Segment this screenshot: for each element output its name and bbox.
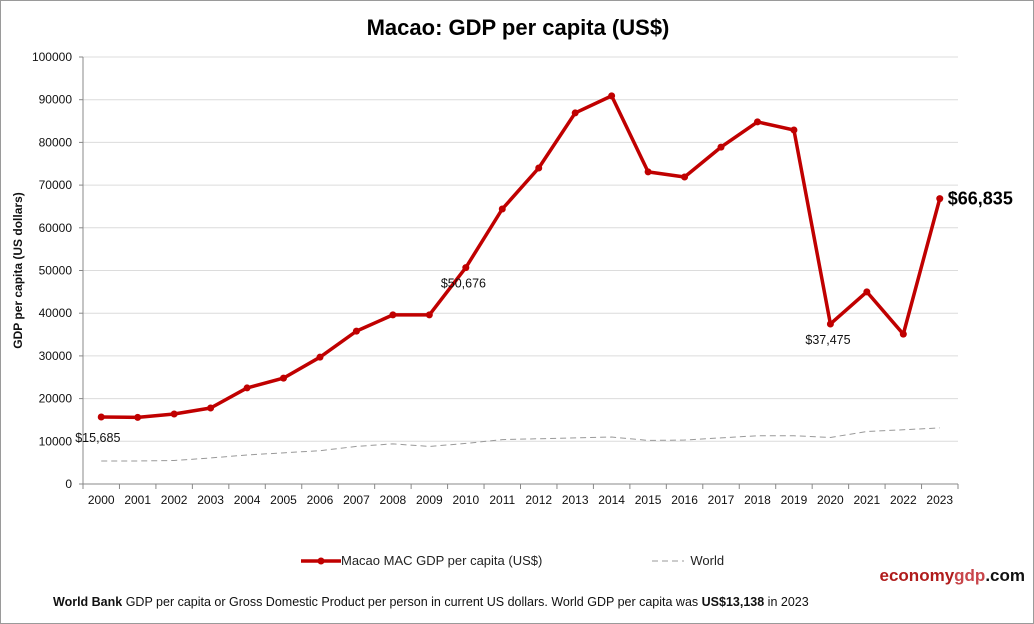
x-tick-label: 2005 — [270, 493, 297, 507]
legend-macao-label: Macao MAC GDP per capita (US$) — [341, 553, 543, 568]
footer-source: World Bank — [53, 595, 123, 609]
y-tick-label: 60000 — [39, 221, 73, 235]
y-axis-label: GDP per capita (US dollars) — [11, 192, 25, 349]
y-tick-label: 10000 — [39, 434, 73, 448]
data-point-macao — [352, 327, 360, 335]
data-label: $50,676 — [441, 277, 486, 291]
data-point-macao — [571, 109, 579, 117]
y-tick-label: 100000 — [32, 50, 72, 64]
x-tick-label: 2008 — [380, 493, 407, 507]
x-tick-label: 2013 — [562, 493, 589, 507]
x-tick-label: 2004 — [234, 493, 261, 507]
x-tick-label: 2023 — [926, 493, 953, 507]
legend: Macao MAC GDP per capita (US$) World — [301, 553, 834, 568]
data-point-macao — [644, 168, 652, 176]
y-tick-label: 70000 — [39, 178, 73, 192]
x-tick-label: 2009 — [416, 493, 443, 507]
x-tick-label: 2012 — [525, 493, 552, 507]
x-tick-label: 2003 — [197, 493, 224, 507]
x-tick-label: 2022 — [890, 493, 917, 507]
data-point-macao — [899, 330, 907, 338]
y-tick-label: 40000 — [39, 306, 73, 320]
data-point-macao — [243, 384, 251, 392]
data-point-macao — [608, 92, 616, 100]
x-tick-label: 2021 — [854, 493, 881, 507]
data-label: $66,835 — [948, 189, 1013, 209]
data-point-macao — [826, 320, 834, 328]
footer-note: World Bank GDP per capita or Gross Domes… — [53, 595, 809, 609]
data-point-macao — [790, 126, 798, 134]
x-tick-label: 2002 — [161, 493, 188, 507]
y-tick-label: 30000 — [39, 349, 73, 363]
brand-part1: economy — [879, 566, 955, 585]
line-chart: 0 10000 20000 30000 40000 50000 60000 70000 8000… — [11, 50, 1013, 507]
x-tick-label: 2000 — [88, 493, 115, 507]
x-tick-label: 2018 — [744, 493, 771, 507]
data-point-macao — [170, 410, 178, 418]
x-tick-label: 2014 — [598, 493, 625, 507]
data-label: $15,685 — [75, 431, 120, 445]
data-point-macao — [207, 404, 215, 412]
x-tick-label: 2011 — [489, 493, 515, 507]
series-line-macao — [101, 94, 942, 420]
x-tick-label: 2001 — [124, 493, 151, 507]
footer-text1: GDP per capita or Gross Domestic Product… — [122, 595, 702, 609]
data-point-macao — [863, 288, 871, 296]
footer-text2: in 2023 — [764, 595, 809, 609]
x-tick-label: 2019 — [781, 493, 808, 507]
x-tick-label: 2020 — [817, 493, 844, 507]
chart-title: Macao: GDP per capita (US$) — [366, 15, 670, 40]
data-point-macao — [936, 195, 944, 203]
data-point-macao — [425, 311, 433, 319]
data-point-macao — [280, 374, 288, 382]
data-point-macao — [134, 413, 142, 421]
data-point-macao — [717, 143, 725, 151]
y-tick-label: 90000 — [39, 93, 73, 107]
data-point-macao — [535, 164, 543, 172]
brand-logo[interactable]: economygdp.com — [880, 566, 1025, 586]
series-line-world — [101, 427, 940, 462]
y-tick-label: 20000 — [39, 392, 73, 406]
data-label: $37,475 — [805, 333, 850, 347]
x-tick-label: 2017 — [708, 493, 735, 507]
legend-item-macao: Macao MAC GDP per capita (US$) — [301, 553, 542, 568]
data-point-macao — [316, 353, 324, 361]
data-point-macao — [498, 205, 506, 213]
y-tick-label: 0 — [65, 477, 72, 491]
x-tick-label: 2016 — [671, 493, 698, 507]
legend-world-swatch — [652, 560, 685, 561]
legend-macao-swatch — [301, 557, 341, 564]
data-point-macao — [681, 173, 689, 181]
data-point-macao — [462, 264, 470, 272]
x-tick-label: 2006 — [307, 493, 334, 507]
y-tick-label: 50000 — [39, 264, 73, 278]
data-point-macao — [753, 118, 761, 126]
data-point-macao — [389, 311, 397, 319]
legend-item-world: World — [652, 553, 724, 568]
x-tick-label: 2007 — [343, 493, 370, 507]
brand-part2: gdp — [954, 566, 986, 585]
x-tick-label: 2010 — [452, 493, 479, 507]
x-tick-label: 2015 — [635, 493, 662, 507]
y-tick-label: 80000 — [39, 135, 73, 149]
footer-value: US$13,138 — [701, 595, 765, 609]
legend-world-label: World — [690, 553, 725, 568]
brand-part3: .com — [985, 566, 1025, 585]
data-point-macao — [97, 413, 105, 421]
